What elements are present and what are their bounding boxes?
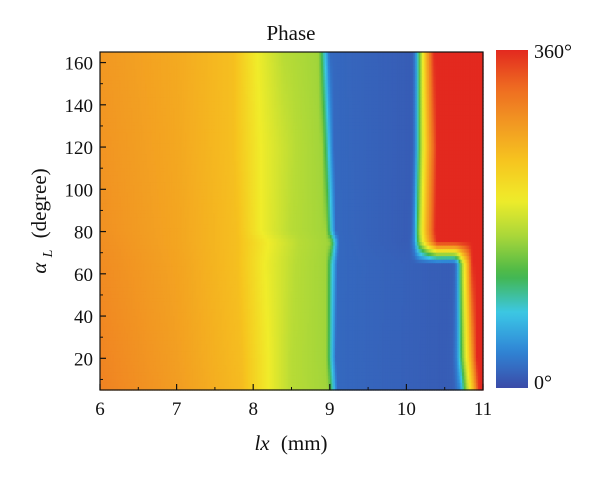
heatmap-plot-area (100, 52, 484, 391)
chart-title: Phase (267, 21, 316, 45)
phase-heatmap-chart: Phase 6 7 8 9 10 11 20406080100120140160 lx (… (0, 0, 600, 477)
